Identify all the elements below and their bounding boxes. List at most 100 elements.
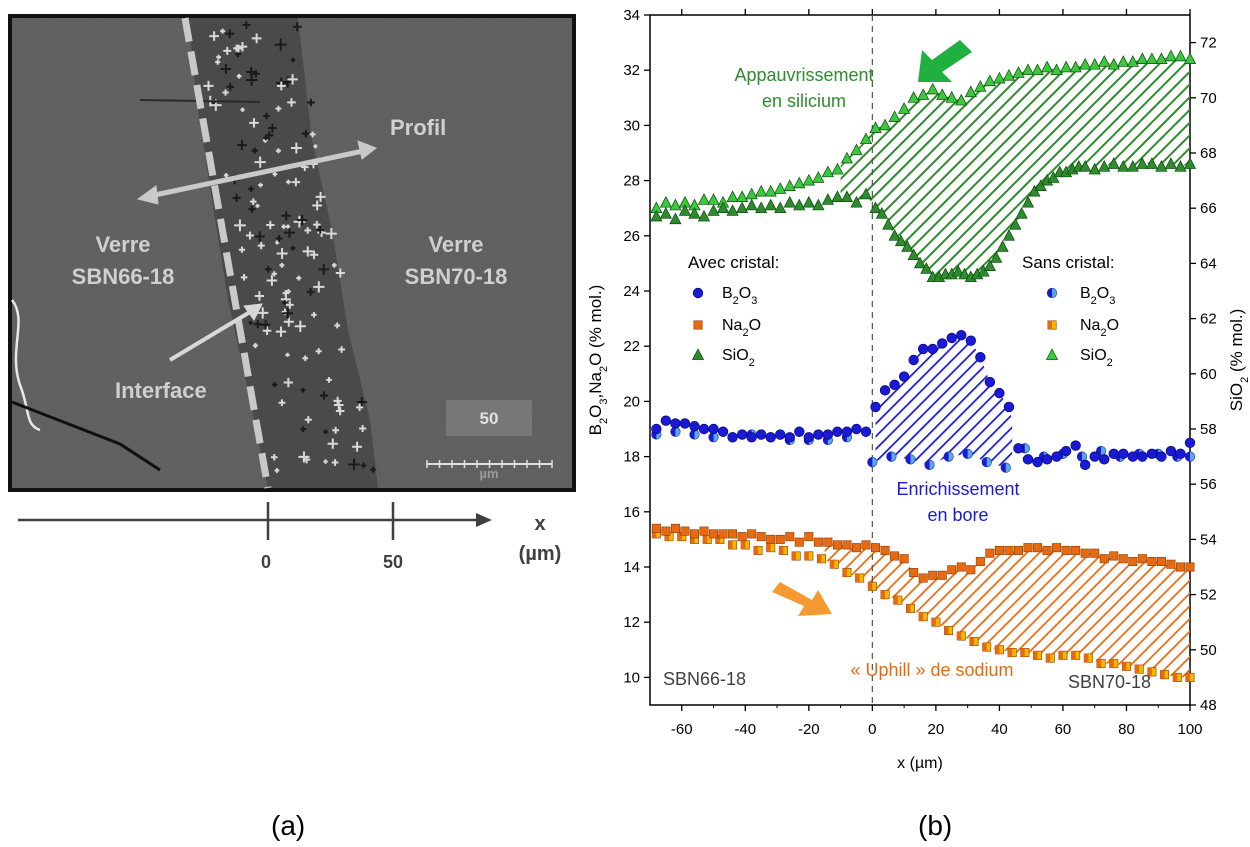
x-tick-label: 0	[868, 721, 876, 738]
y-right-tick-label: 68	[1200, 145, 1217, 162]
crystal-dendrite	[293, 215, 306, 228]
na2o-avec-point	[718, 529, 728, 539]
b2o3-sans-point-half	[962, 449, 968, 459]
y-right-tick-label: 62	[1200, 311, 1217, 328]
y-left-tick-label: 10	[623, 669, 640, 686]
sio2-avec-point	[901, 240, 914, 252]
hatch-bore	[875, 335, 1013, 468]
b2o3-avec-point	[870, 401, 881, 413]
annotation-bore-1: Enrichissement	[896, 479, 1019, 499]
sio2-sans-point	[1155, 52, 1168, 65]
b2o3-avec-point	[965, 335, 977, 346]
na2o-avec-point	[1156, 556, 1166, 566]
crystal-dendrite	[251, 33, 262, 44]
sio2-avec-point	[726, 204, 739, 216]
crystal-dendrite	[225, 29, 235, 39]
sio2-sans-point	[697, 193, 711, 205]
crystal-dendrite	[248, 320, 253, 325]
sio2-sans-point	[812, 171, 825, 183]
sio2-sans-point	[755, 184, 768, 197]
b2o3-avec-point	[1089, 451, 1100, 462]
crystal-dendrite	[333, 400, 344, 410]
sio2-sans-point	[745, 187, 758, 200]
sio2-avec-point	[688, 206, 701, 219]
sio2-avec-point	[716, 201, 730, 214]
sio2-avec-point	[1009, 218, 1022, 230]
na2o-sans-point-half	[957, 631, 962, 641]
b2o3-avec-point	[679, 418, 691, 429]
b2o3-avec-point	[660, 415, 672, 426]
crystal-dendrite	[316, 225, 325, 234]
b2o3-avec-point	[746, 432, 757, 443]
axis-x-unit: (µm)	[519, 543, 562, 565]
crystal-dendrite	[203, 80, 214, 91]
b2o3-avec-point	[1165, 445, 1177, 457]
arrow-green	[918, 40, 972, 82]
sio2-sans-point	[802, 173, 815, 186]
sio2-sans-point	[774, 182, 787, 194]
crystal-dendrite	[275, 326, 287, 337]
sio2-sans-point	[736, 190, 749, 203]
b2o3-avec-point	[889, 379, 900, 391]
crystal-dendrite	[283, 377, 294, 388]
y-right-tick-label: 72	[1200, 35, 1217, 52]
sio2-sans-point	[888, 110, 901, 122]
sio2-avec-point	[697, 209, 711, 222]
na2o-avec-point	[880, 545, 890, 555]
b2o3-sans-point-half	[1000, 462, 1006, 473]
sio2-avec-point	[1164, 157, 1178, 169]
b2o3-avec-point	[956, 329, 967, 341]
crystal-dendrite	[313, 144, 318, 149]
b2o3-avec-point	[1184, 437, 1196, 449]
sio2-avec-point	[894, 234, 908, 247]
crystal-dendrite	[313, 281, 325, 293]
na2o-sans-point-half	[868, 582, 873, 591]
sio2-sans-point	[869, 121, 882, 134]
b2o3-avec-point	[803, 432, 815, 443]
sio2-avec-point	[764, 198, 777, 211]
crystal-dendrite	[326, 377, 332, 383]
y-left-tick-label: 22	[623, 338, 640, 355]
b2o3-avec-point	[755, 429, 767, 440]
sio2-sans-point	[1021, 63, 1035, 76]
crystal-dendrite	[309, 131, 316, 138]
crystal-dendrite	[274, 38, 287, 51]
y-left-axis-title: B2O3,Na2O (% mol.)	[586, 285, 610, 436]
crystal-dendrite	[312, 200, 323, 211]
legend-na2o-sans-half	[1047, 320, 1052, 330]
sio2-avec-point	[1015, 206, 1028, 219]
na2o-sans-point-half	[791, 551, 797, 561]
axis-x-label: x	[534, 513, 545, 535]
na2o-sans-point-half	[779, 546, 784, 555]
na2o-avec-point	[689, 529, 699, 539]
x-tick-label: 20	[928, 721, 945, 738]
b2o3-sans-point-half	[689, 429, 695, 440]
sio2-avec-point	[707, 204, 720, 216]
na2o-sans-point-half	[1020, 648, 1025, 657]
sio2-avec-point	[1183, 157, 1197, 169]
x-axis-title: x (µm)	[897, 755, 943, 772]
b2o3-avec-point	[908, 354, 919, 366]
y-left-tick-label: 32	[623, 62, 640, 79]
na2o-avec-point	[813, 537, 823, 547]
crystal-dendrite	[275, 148, 281, 154]
sio2-avec-point	[774, 201, 787, 214]
na2o-avec-point	[947, 565, 957, 575]
crystal-dendrite	[301, 129, 310, 138]
na2o-avec-point	[1118, 554, 1128, 564]
crystal-dendrite	[265, 131, 274, 140]
crystal-dendrite	[279, 262, 285, 268]
crystal-dendrite	[315, 191, 326, 202]
crystal-dendrite	[274, 468, 280, 473]
crystal-dendrite	[348, 458, 360, 471]
na2o-sans-point-half	[1122, 662, 1127, 671]
na2o-avec-point	[871, 543, 881, 553]
y-right-tick-label: 56	[1200, 476, 1217, 493]
na2o-avec-point	[928, 570, 938, 580]
panel-a-label: (a)	[271, 810, 306, 841]
crystal-dendrite	[290, 57, 296, 63]
na2o-avec-point	[1042, 545, 1052, 555]
na2o-avec-point	[747, 529, 757, 539]
na2o-avec-point	[918, 573, 928, 583]
sio2-avec-point	[793, 198, 806, 211]
